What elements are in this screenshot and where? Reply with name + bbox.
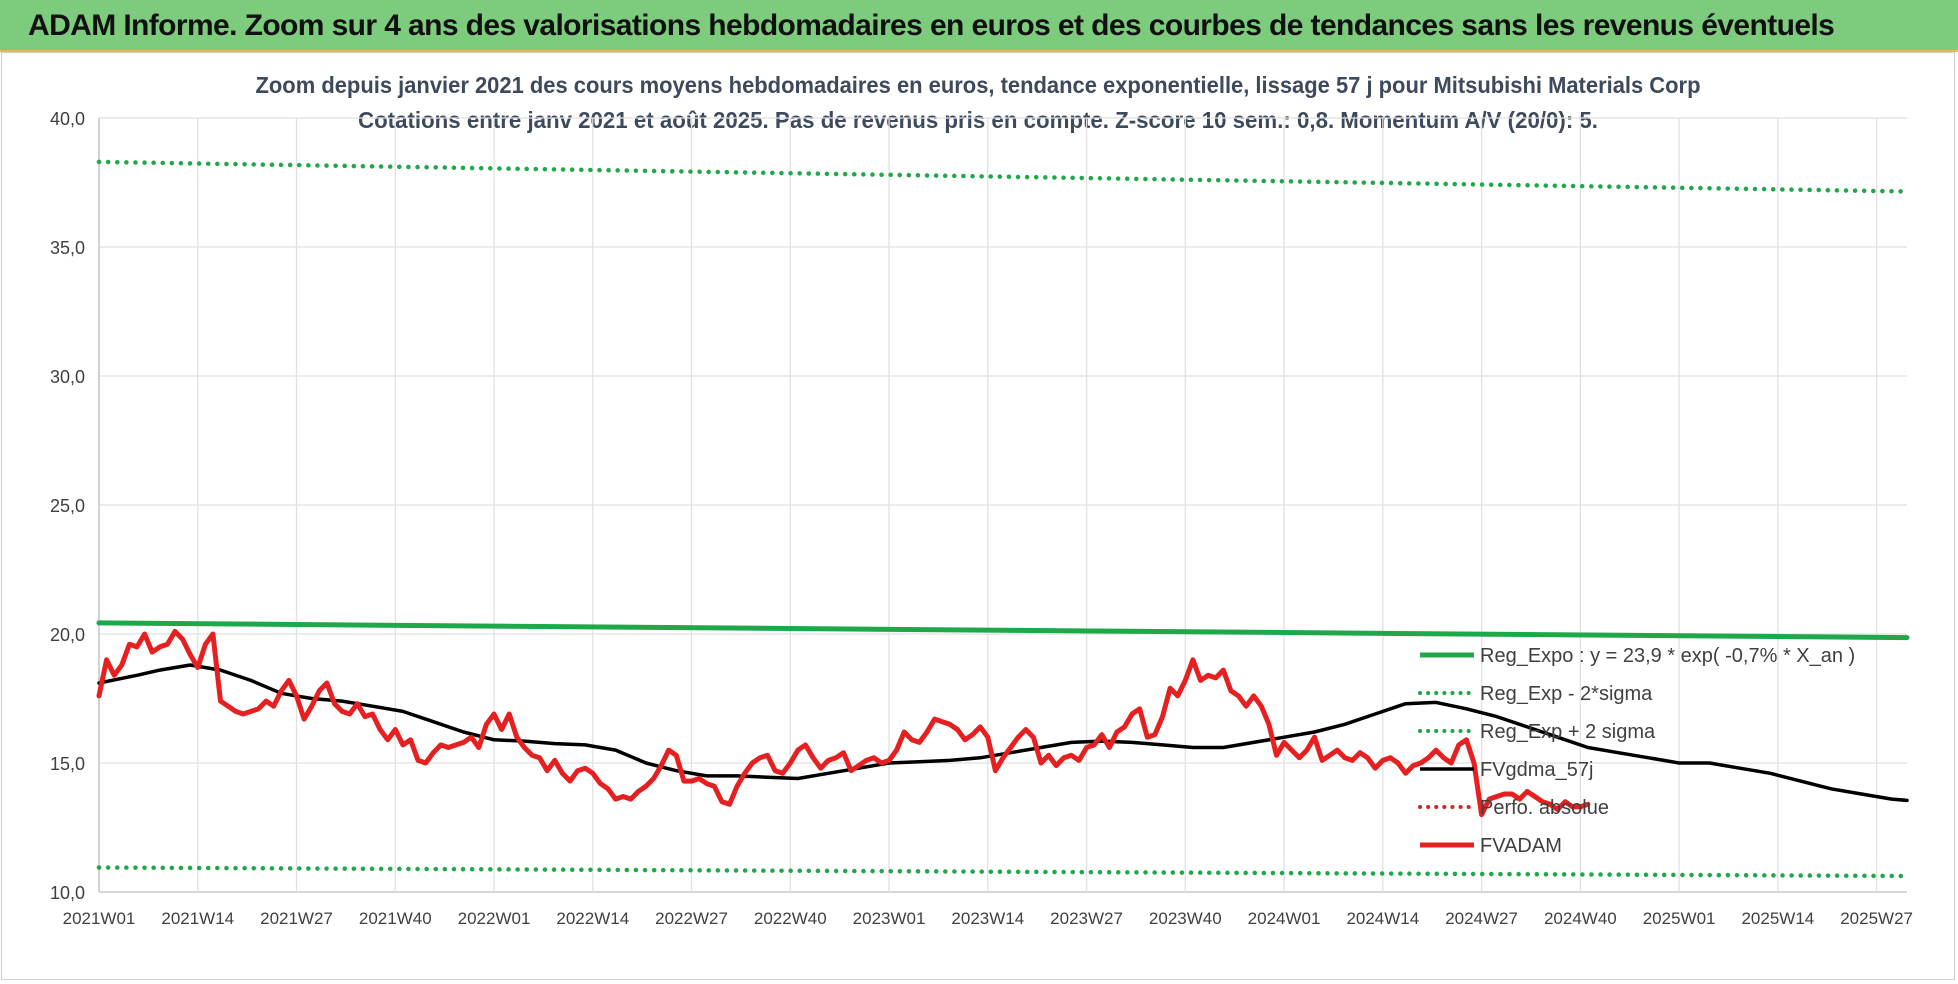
chart-title: Zoom depuis janvier 2021 des cours moyen…	[256, 72, 1701, 98]
legend-label: Reg_Exp - 2*sigma	[1480, 683, 1653, 705]
x-tick-label: 2024W27	[1445, 909, 1518, 928]
line-chart: Zoom depuis janvier 2021 des cours moyen…	[50, 72, 1913, 928]
x-tick-label: 2023W40	[1149, 909, 1222, 928]
series-reg-expo	[96, 620, 1910, 641]
x-tick-label: 2021W14	[161, 909, 234, 928]
x-tick-label: 2024W01	[1248, 909, 1321, 928]
x-tick-label: 2024W14	[1346, 909, 1419, 928]
y-axis-ticks: 10,0 15,0 20,0 25,0 30,0 35,0 40,0	[50, 109, 85, 903]
legend-label: FVgdma_57j	[1480, 759, 1593, 781]
x-tick-label: 2025W27	[1840, 909, 1913, 928]
legend: Reg_Expo : y = 23,9 * exp( -0,7% * X_an …	[1418, 645, 1855, 857]
chart-frame: Zoom depuis janvier 2021 des cours moyen…	[1, 52, 1955, 980]
chart-subtitle: Cotations entre janv 2021 et août 2025. …	[358, 107, 1598, 133]
x-axis-ticks: 2021W01 2021W14 2021W27 2021W40 2022W01 2022W…	[63, 909, 1913, 928]
series-reg-exp-minus-2sigma	[96, 865, 1910, 879]
series-lines	[96, 159, 1910, 879]
x-tick-label: 2021W01	[63, 909, 136, 928]
y-tick-label: 10,0	[50, 883, 85, 903]
x-tick-label: 2025W01	[1643, 909, 1716, 928]
x-tick-label: 2021W27	[260, 909, 333, 928]
report-banner: ADAM Informe. Zoom sur 4 ans des valoris…	[0, 0, 1958, 52]
x-tick-label: 2025W14	[1741, 909, 1814, 928]
y-tick-label: 40,0	[50, 109, 85, 129]
banner-title: ADAM Informe. Zoom sur 4 ans des valoris…	[28, 9, 1835, 42]
y-tick-label: 25,0	[50, 496, 85, 516]
legend-label: Perfo. absolue	[1480, 797, 1609, 819]
legend-label: Reg_Expo : y = 23,9 * exp( -0,7% * X_an …	[1480, 645, 1855, 667]
series-fvadam	[96, 628, 1591, 818]
x-tick-label: 2022W14	[556, 909, 629, 928]
series-fvgdma-57j	[97, 663, 1909, 803]
x-tick-label: 2021W40	[359, 909, 432, 928]
gridlines	[98, 117, 1907, 893]
legend-label: Reg_Exp + 2 sigma	[1480, 721, 1656, 743]
x-tick-label: 2022W40	[754, 909, 827, 928]
y-tick-label: 35,0	[50, 238, 85, 258]
y-tick-label: 15,0	[50, 754, 85, 774]
y-tick-label: 30,0	[50, 367, 85, 387]
x-tick-label: 2022W01	[458, 909, 531, 928]
x-tick-label: 2022W27	[655, 909, 728, 928]
series-reg-exp-plus-2sigma	[96, 159, 1910, 194]
x-tick-label: 2024W40	[1544, 909, 1617, 928]
x-tick-label: 2023W01	[853, 909, 926, 928]
x-tick-label: 2023W27	[1050, 909, 1123, 928]
y-tick-label: 20,0	[50, 625, 85, 645]
legend-label: FVADAM	[1480, 835, 1562, 857]
x-tick-label: 2023W14	[951, 909, 1024, 928]
